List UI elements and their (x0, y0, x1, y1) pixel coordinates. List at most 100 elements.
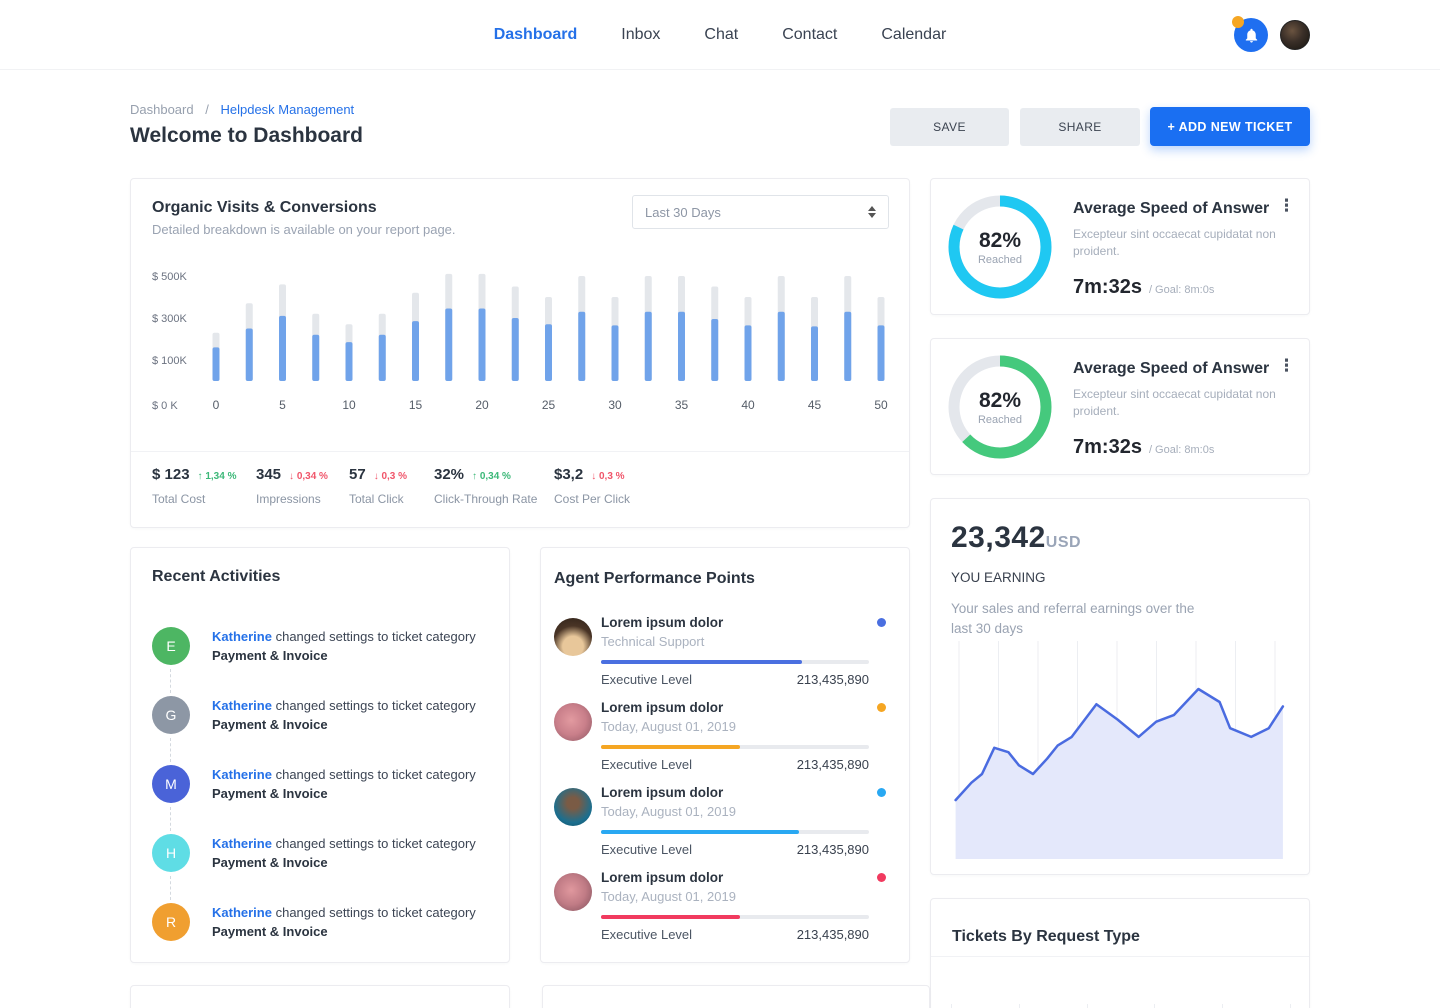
user-avatar[interactable] (1280, 20, 1310, 50)
avg-speed-time-row: 7m:32s / Goal: 8m:0s (1073, 436, 1214, 459)
progress-fill (601, 830, 800, 834)
avg-speed-title: Average Speed of Answer (1073, 200, 1270, 217)
organic-visits-card: Organic Visits & Conversions Detailed br… (130, 178, 910, 528)
earnings-label: YOU EARNING (951, 570, 1046, 585)
agent-row: Lorem ipsum dolor Today, August 01, 2019… (554, 865, 899, 942)
answer-goal: / Goal: 8m:0s (1148, 444, 1215, 456)
stat-cpc: $3,2 ↓ 0,3 % Cost Per Click (554, 466, 630, 506)
select-arrows-icon (868, 206, 876, 218)
donut-gauge: 82% Reached (944, 191, 1056, 303)
activity-text: Katherine changed settings to ticket cat… (212, 905, 476, 939)
agent-row: Lorem ipsum dolor Today, August 01, 2019… (554, 695, 899, 772)
avg-speed-card-2: 82% Reached Average Speed of Answer ⋮ Ex… (930, 338, 1310, 475)
activity-user-link[interactable]: Katherine (212, 698, 272, 713)
breadcrumb: Dashboard / Helpdesk Management (130, 102, 354, 117)
progress-fill (601, 660, 802, 664)
svg-text:$ 300K: $ 300K (152, 313, 188, 325)
activity-avatar: M (152, 765, 190, 831)
earnings-description: Your sales and referral earnings over th… (951, 601, 1195, 636)
bottom-right-card (542, 985, 930, 1008)
nav-chat[interactable]: Chat (704, 26, 739, 43)
organic-card-title: Organic Visits & Conversions (152, 199, 377, 216)
activity-text: Katherine changed settings to ticket cat… (212, 629, 476, 663)
activity-text: Katherine changed settings to ticket cat… (212, 698, 476, 732)
recent-activities-title: Recent Activities (152, 568, 281, 585)
earnings-area-chart (954, 641, 1285, 859)
kebab-menu-icon[interactable]: ⋮ (1278, 196, 1295, 215)
svg-text:$ 500K: $ 500K (152, 271, 188, 283)
earnings-currency: USD (1045, 534, 1082, 551)
share-button[interactable]: SHARE (1020, 108, 1140, 146)
answer-time: 7m:32s (1073, 276, 1142, 298)
agent-level: Executive Level (601, 672, 693, 687)
breadcrumb-current[interactable]: Helpdesk Management (220, 102, 355, 117)
nav-contact[interactable]: Contact (782, 26, 838, 43)
activity-text: Katherine changed settings to ticket cat… (212, 767, 476, 801)
activity-item: G Katherine changed settings to ticket c… (152, 696, 492, 762)
agent-name: Lorem ipsum dolor (601, 870, 724, 885)
agent-row: Lorem ipsum dolor Technical Support Exec… (554, 610, 899, 687)
activity-user-link[interactable]: Katherine (212, 629, 272, 644)
agent-performance-card: Agent Performance Points Lorem ipsum dol… (540, 547, 910, 963)
answer-time: 7m:32s (1073, 436, 1142, 458)
breadcrumb-separator: / (205, 102, 209, 117)
avg-speed-desc: Excepteur sint occaecat cupidatat non pr… (1073, 227, 1276, 258)
svg-text:45: 45 (808, 398, 822, 412)
answer-goal: / Goal: 8m:0s (1148, 284, 1215, 296)
stat-label: Click-Through Rate (434, 492, 538, 506)
reached-percent: 82% (978, 228, 1022, 252)
stat-delta: ↑ 0,34 % (472, 471, 511, 482)
stat-total-click: 57 ↓ 0,3 % Total Click (349, 466, 407, 506)
progress-fill (601, 915, 741, 919)
reached-percent: 82% (978, 388, 1022, 412)
activity-text: Katherine changed settings to ticket cat… (212, 836, 476, 870)
activity-user-link[interactable]: Katherine (212, 905, 272, 920)
activity-avatar: R (152, 903, 190, 941)
nav-calendar[interactable]: Calendar (881, 26, 947, 43)
save-button[interactable]: SAVE (890, 108, 1009, 146)
svg-text:20: 20 (475, 398, 489, 412)
activity-item: E Katherine changed settings to ticket c… (152, 627, 492, 693)
agent-avatar (554, 788, 592, 826)
breadcrumb-root[interactable]: Dashboard (130, 102, 194, 117)
notification-badge (1232, 16, 1244, 28)
nav-inbox[interactable]: Inbox (621, 26, 661, 43)
nav-dashboard[interactable]: Dashboard (493, 26, 578, 43)
notifications-button[interactable] (1232, 16, 1268, 52)
agent-avatar (554, 873, 592, 911)
progress-track (601, 915, 869, 919)
avg-speed-card-1: 82% Reached Average Speed of Answer ⋮ Ex… (930, 178, 1310, 315)
stat-delta: ↓ 0,3 % (373, 471, 408, 482)
stats-row: $ 123 ↑ 1,34 % Total Cost 345 ↓ 0,34 % Imp… (131, 463, 909, 523)
agent-subtitle: Technical Support (601, 634, 705, 649)
svg-text:50: 50 (874, 398, 888, 412)
stat-impressions: 345 ↓ 0,34 % Impressions (256, 466, 328, 506)
activity-item: R Katherine changed settings to ticket c… (152, 903, 492, 941)
main-nav: Dashboard Inbox Chat Contact Calendar (0, 0, 1440, 70)
activity-item: H Katherine changed settings to ticket c… (152, 834, 492, 900)
avg-speed-time-row: 7m:32s / Goal: 8m:0s (1073, 276, 1214, 299)
activity-user-link[interactable]: Katherine (212, 767, 272, 782)
organic-bar-chart: $ 500K $ 300K $ 100K $ 0 K 0 5 10 15 20 25 30 35 40 4… (152, 271, 888, 412)
page-title: Welcome to Dashboard (130, 124, 363, 147)
tickets-card-title: Tickets By Request Type (952, 928, 1140, 945)
reached-label: Reached (977, 413, 1023, 426)
progress-fill (601, 745, 741, 749)
stat-value: $3,2 (554, 466, 584, 483)
organic-card-subtitle: Detailed breakdown is available on your … (152, 222, 456, 237)
activity-user-link[interactable]: Katherine (212, 836, 272, 851)
agent-avatar (554, 618, 592, 656)
add-new-ticket-button[interactable]: + ADD NEW TICKET (1150, 107, 1310, 146)
kebab-menu-icon[interactable]: ⋮ (1278, 356, 1295, 375)
date-range-value: Last 30 Days (645, 204, 721, 220)
date-range-select[interactable]: Last 30 Days (632, 195, 889, 229)
earnings-card: 23,342 USD YOU EARNING Your sales and re… (930, 498, 1310, 875)
agent-points: 213,435,890 (796, 672, 869, 687)
stat-value: $ 123 (152, 466, 190, 483)
agent-level: Executive Level (601, 927, 693, 942)
stat-total-cost: $ 123 ↑ 1,34 % Total Cost (152, 466, 236, 506)
svg-text:30: 30 (608, 398, 622, 412)
agent-subtitle: Today, August 01, 2019 (601, 719, 736, 734)
svg-text:10: 10 (342, 398, 356, 412)
